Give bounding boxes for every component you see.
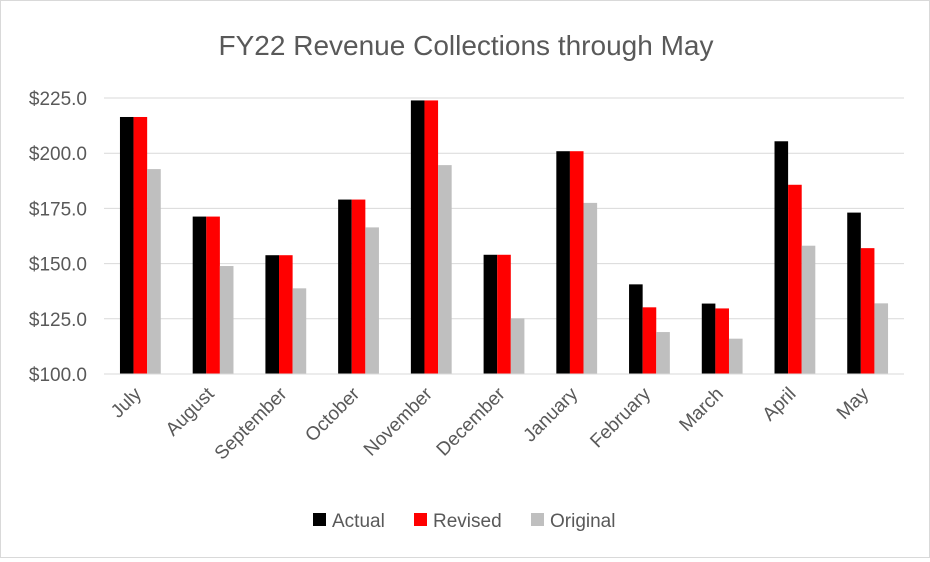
x-tick-label: March <box>676 384 728 436</box>
bar-actual-may <box>847 212 861 374</box>
bar-original-september <box>292 288 307 374</box>
bar-actual-december <box>483 254 498 374</box>
x-tick-label: December <box>433 383 510 460</box>
legend-label-actual: Actual <box>332 511 385 532</box>
bars <box>119 100 889 374</box>
y-tick-label: $100.0 <box>29 365 87 386</box>
legend: Actual Revised Original <box>313 511 615 532</box>
bar-original-february <box>656 332 670 374</box>
x-tick-label: May <box>833 383 874 424</box>
bar-revised-march <box>715 308 729 374</box>
bar-revised-may <box>860 248 875 374</box>
bar-revised-september <box>279 255 293 374</box>
bar-actual-october <box>338 199 352 374</box>
bar-original-november <box>438 165 452 374</box>
x-tick-label: July <box>107 383 146 422</box>
x-tick-label: August <box>162 383 219 440</box>
bar-actual-march <box>701 303 716 374</box>
x-tick-label: January <box>520 383 583 446</box>
legend-swatch-revised <box>414 513 427 526</box>
x-tick-label: October <box>301 383 364 446</box>
bar-revised-january <box>569 151 584 374</box>
bar-revised-april <box>788 184 802 374</box>
bar-actual-july <box>119 116 134 374</box>
bar-revised-october <box>351 199 366 374</box>
y-tick-label: $200.0 <box>29 144 87 165</box>
bar-revised-december <box>497 254 511 374</box>
bar-revised-november <box>424 100 439 374</box>
bar-actual-september <box>265 255 280 374</box>
y-tick-label: $175.0 <box>29 199 87 220</box>
bar-original-april <box>801 245 816 374</box>
bar-revised-july <box>133 116 148 374</box>
y-tick-label: $150.0 <box>29 255 87 276</box>
bar-original-january <box>583 202 598 374</box>
bar-original-march <box>728 338 743 374</box>
bar-original-december <box>510 318 525 374</box>
legend-swatch-original <box>531 513 544 526</box>
bar-original-july <box>147 169 161 374</box>
x-tick-label: April <box>759 384 801 426</box>
bar-original-august <box>219 266 234 374</box>
legend-label-revised: Revised <box>433 511 502 532</box>
bar-original-october <box>365 227 379 374</box>
y-axis: $100.0 $125.0 $150.0 $175.0 $200.0 $225.0 <box>29 89 87 386</box>
x-tick-label: February <box>586 383 655 452</box>
y-tick-label: $225.0 <box>29 89 87 110</box>
y-tick-label: $125.0 <box>29 310 87 331</box>
bar-actual-april <box>774 141 789 374</box>
bar-original-may <box>874 303 889 374</box>
bar-revised-august <box>206 216 220 374</box>
bar-actual-january <box>556 151 570 374</box>
chart-title: FY22 Revenue Collections through May <box>219 30 714 61</box>
bar-actual-august <box>192 216 207 374</box>
bar-actual-february <box>629 284 643 374</box>
legend-swatch-actual <box>313 513 326 526</box>
bar-revised-february <box>642 307 657 374</box>
legend-label-original: Original <box>550 511 615 532</box>
bar-actual-november <box>410 100 425 374</box>
x-tick-label: September <box>211 383 292 464</box>
x-tick-label: November <box>360 383 437 460</box>
